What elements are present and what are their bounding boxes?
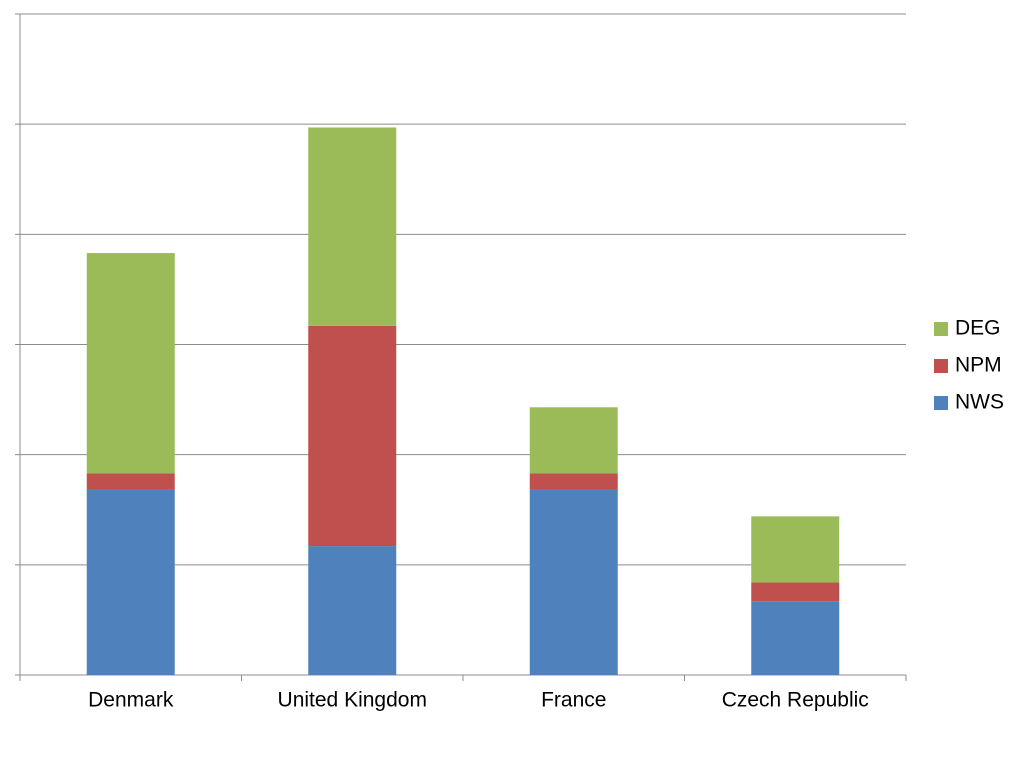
legend-swatch — [934, 359, 948, 373]
bar-segment — [751, 516, 840, 583]
bar-segment — [308, 546, 397, 675]
bar-segment — [529, 489, 618, 675]
bar-segment — [86, 473, 175, 490]
x-tick-label: France — [541, 689, 606, 712]
x-tick-label: United Kingdom — [278, 689, 427, 712]
legend-label: DEG — [955, 317, 1001, 340]
bar-segment — [86, 489, 175, 675]
x-tick-label: Czech Republic — [722, 689, 869, 712]
legend-swatch — [934, 396, 948, 410]
x-tick-label: Denmark — [88, 689, 174, 712]
bar-segment — [751, 601, 840, 675]
legend-label: NPM — [955, 354, 1002, 377]
bar-segment — [308, 325, 397, 547]
bar-segment — [751, 582, 840, 602]
bar-segment — [308, 127, 397, 326]
bar-segment — [529, 473, 618, 490]
legend-label: NWS — [955, 391, 1004, 414]
legend-swatch — [934, 322, 948, 336]
bar-segment — [86, 253, 175, 474]
bar-segment — [529, 407, 618, 474]
